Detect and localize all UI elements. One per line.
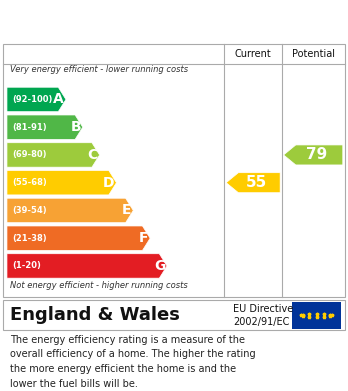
Text: England & Wales: England & Wales bbox=[10, 306, 180, 325]
Text: EU Directive
2002/91/EC: EU Directive 2002/91/EC bbox=[233, 304, 293, 327]
Text: Very energy efficient - lower running costs: Very energy efficient - lower running co… bbox=[10, 65, 189, 74]
Text: F: F bbox=[139, 231, 148, 245]
Text: A: A bbox=[54, 92, 64, 106]
Polygon shape bbox=[7, 254, 167, 278]
Polygon shape bbox=[284, 145, 343, 165]
Text: (55-68): (55-68) bbox=[12, 178, 47, 187]
Polygon shape bbox=[7, 226, 150, 250]
Text: G: G bbox=[154, 259, 165, 273]
Text: (21-38): (21-38) bbox=[12, 234, 47, 243]
Text: D: D bbox=[103, 176, 115, 190]
Text: B: B bbox=[70, 120, 81, 134]
Text: 55: 55 bbox=[246, 175, 267, 190]
Text: (1-20): (1-20) bbox=[12, 262, 41, 271]
Text: (39-54): (39-54) bbox=[12, 206, 47, 215]
Text: Not energy efficient - higher running costs: Not energy efficient - higher running co… bbox=[10, 281, 188, 290]
Polygon shape bbox=[7, 170, 117, 195]
Text: Current: Current bbox=[235, 49, 271, 59]
Text: C: C bbox=[88, 148, 98, 162]
Polygon shape bbox=[7, 143, 100, 167]
Text: (92-100): (92-100) bbox=[12, 95, 53, 104]
Text: (81-91): (81-91) bbox=[12, 123, 47, 132]
Polygon shape bbox=[7, 115, 83, 140]
Polygon shape bbox=[7, 87, 66, 112]
Text: E: E bbox=[122, 203, 132, 217]
Polygon shape bbox=[226, 173, 280, 193]
Bar bbox=[292, 302, 341, 329]
Text: Potential: Potential bbox=[292, 49, 335, 59]
Text: Energy Efficiency Rating: Energy Efficiency Rating bbox=[10, 13, 220, 29]
Polygon shape bbox=[7, 198, 133, 222]
Text: The energy efficiency rating is a measure of the
overall efficiency of a home. T: The energy efficiency rating is a measur… bbox=[10, 335, 256, 389]
Text: (69-80): (69-80) bbox=[12, 151, 47, 160]
Text: 79: 79 bbox=[306, 147, 327, 162]
